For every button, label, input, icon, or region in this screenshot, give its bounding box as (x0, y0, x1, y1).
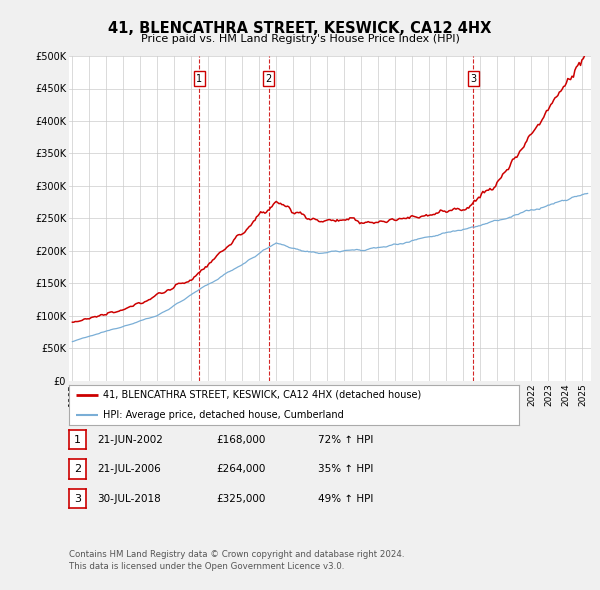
Text: 2: 2 (266, 74, 272, 84)
Text: 1: 1 (196, 74, 202, 84)
Text: 2: 2 (74, 464, 81, 474)
Text: 30-JUL-2018: 30-JUL-2018 (97, 494, 161, 503)
Text: 41, BLENCATHRA STREET, KESWICK, CA12 4HX: 41, BLENCATHRA STREET, KESWICK, CA12 4HX (109, 21, 491, 35)
Text: 3: 3 (74, 494, 81, 503)
Text: 3: 3 (470, 74, 476, 84)
Text: Price paid vs. HM Land Registry's House Price Index (HPI): Price paid vs. HM Land Registry's House … (140, 34, 460, 44)
Text: 41, BLENCATHRA STREET, KESWICK, CA12 4HX (detached house): 41, BLENCATHRA STREET, KESWICK, CA12 4HX… (103, 390, 421, 399)
Text: HPI: Average price, detached house, Cumberland: HPI: Average price, detached house, Cumb… (103, 410, 343, 419)
Text: 49% ↑ HPI: 49% ↑ HPI (318, 494, 373, 503)
Text: Contains HM Land Registry data © Crown copyright and database right 2024.
This d: Contains HM Land Registry data © Crown c… (69, 550, 404, 571)
Text: £264,000: £264,000 (216, 464, 265, 474)
Text: 35% ↑ HPI: 35% ↑ HPI (318, 464, 373, 474)
Text: 21-JUN-2002: 21-JUN-2002 (97, 435, 163, 444)
Text: 72% ↑ HPI: 72% ↑ HPI (318, 435, 373, 444)
Text: £168,000: £168,000 (216, 435, 265, 444)
Text: £325,000: £325,000 (216, 494, 265, 503)
Text: 21-JUL-2006: 21-JUL-2006 (97, 464, 161, 474)
Text: 1: 1 (74, 435, 81, 444)
